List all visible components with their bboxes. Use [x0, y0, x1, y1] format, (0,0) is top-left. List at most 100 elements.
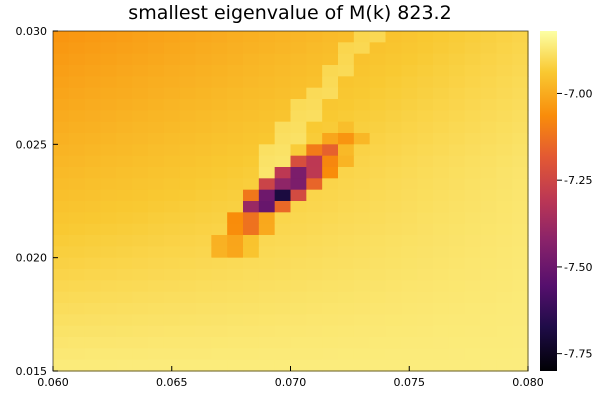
heatmap-cell [401, 201, 418, 213]
heatmap-cell [84, 167, 102, 179]
heatmap-cell [401, 212, 418, 225]
heatmap-cell [369, 303, 387, 315]
heatmap-cell [132, 212, 149, 225]
heatmap-cell [243, 76, 260, 89]
heatmap-cell [448, 246, 466, 259]
heatmap-cell [68, 110, 86, 123]
heatmap-cell [243, 325, 260, 338]
heatmap-cell [433, 246, 450, 259]
heatmap-cell [480, 133, 497, 145]
heatmap-cell [385, 235, 402, 247]
heatmap-cell [100, 337, 117, 349]
heatmap-cell [195, 144, 212, 157]
heatmap-cell [417, 325, 434, 338]
heatmap-cell [274, 280, 292, 293]
x-tick-label: 0.080 [512, 376, 544, 389]
colorbar-tick-label: -7.75 [564, 348, 592, 361]
heatmap-cell [179, 337, 197, 349]
heatmap-cell [464, 359, 482, 372]
heatmap-cell [353, 76, 371, 89]
heatmap-cell [84, 178, 102, 191]
heatmap-cell [496, 121, 513, 134]
heatmap-cell [496, 337, 513, 349]
heatmap-cell [211, 133, 228, 145]
heatmap-cell [100, 178, 117, 191]
heatmap-cell [480, 201, 497, 213]
heatmap-cell [243, 257, 260, 270]
heatmap-cell [448, 133, 466, 145]
heatmap-cell [322, 133, 339, 145]
heatmap-cell [100, 257, 117, 270]
heatmap-cell [163, 359, 181, 372]
heatmap-cell [116, 31, 133, 43]
heatmap-cell [290, 121, 307, 134]
heatmap-cell [417, 246, 434, 259]
heatmap-cell [179, 291, 197, 304]
heatmap-cell [84, 246, 102, 259]
heatmap-cell [116, 325, 133, 338]
heatmap-cell [243, 167, 260, 179]
heatmap-cell [464, 235, 482, 247]
heatmap-cell [353, 223, 371, 236]
heatmap-cell [385, 76, 402, 89]
heatmap-cell [132, 337, 149, 349]
heatmap-cell [274, 99, 292, 111]
heatmap-cell [274, 87, 292, 100]
heatmap-cell [243, 110, 260, 123]
heatmap-cell [512, 133, 529, 145]
heatmap-cell [258, 348, 276, 361]
heatmap-cell [353, 167, 371, 179]
heatmap-cell [401, 53, 418, 66]
heatmap-cell [84, 303, 102, 315]
y-tick-label: 0.015 [16, 365, 48, 378]
heatmap-cell [417, 280, 434, 293]
heatmap-cell [306, 133, 323, 145]
heatmap-cell [338, 99, 355, 111]
heatmap-cell [512, 201, 529, 213]
heatmap-cell [338, 31, 355, 43]
heatmap-cell [496, 167, 513, 179]
heatmap-cell [496, 314, 513, 327]
heatmap-cell [353, 303, 371, 315]
heatmap-cell [148, 178, 165, 191]
x-tick-label: 0.075 [394, 376, 426, 389]
heatmap-cell [480, 65, 497, 77]
heatmap-cell [322, 325, 339, 338]
heatmap-cell [274, 201, 292, 213]
heatmap-cell [290, 99, 307, 111]
heatmap-cell [417, 359, 434, 372]
heatmap-cell [353, 201, 371, 213]
heatmap-cell [84, 42, 102, 55]
heatmap-cell [401, 65, 418, 77]
heatmap-cell [512, 359, 529, 372]
heatmap-cell [433, 337, 450, 349]
heatmap-cell [306, 65, 323, 77]
heatmap-cell [448, 291, 466, 304]
heatmap-cell [195, 99, 212, 111]
colorbar-gradient [540, 31, 557, 371]
heatmap-cell [53, 87, 70, 100]
heatmap-cell [448, 348, 466, 361]
heatmap-cell [195, 348, 212, 361]
heatmap-cell [448, 167, 466, 179]
heatmap-cell [464, 269, 482, 281]
heatmap-cell [84, 155, 102, 168]
heatmap-cell [116, 303, 133, 315]
heatmap-cell [385, 87, 402, 100]
heatmap-cell [243, 291, 260, 304]
heatmap-cell [258, 303, 276, 315]
heatmap-cell [401, 144, 418, 157]
heatmap-cell [512, 99, 529, 111]
heatmap-cell [116, 337, 133, 349]
heatmap-cell [132, 257, 149, 270]
heatmap-cell [148, 110, 165, 123]
heatmap-cell [306, 201, 323, 213]
heatmap-cell [385, 291, 402, 304]
heatmap-cell [100, 291, 117, 304]
heatmap-cell [258, 291, 276, 304]
heatmap-cell [353, 269, 371, 281]
heatmap-cell [353, 133, 371, 145]
heatmap-cell [306, 212, 323, 225]
heatmap-cell [448, 110, 466, 123]
heatmap-cell [179, 257, 197, 270]
